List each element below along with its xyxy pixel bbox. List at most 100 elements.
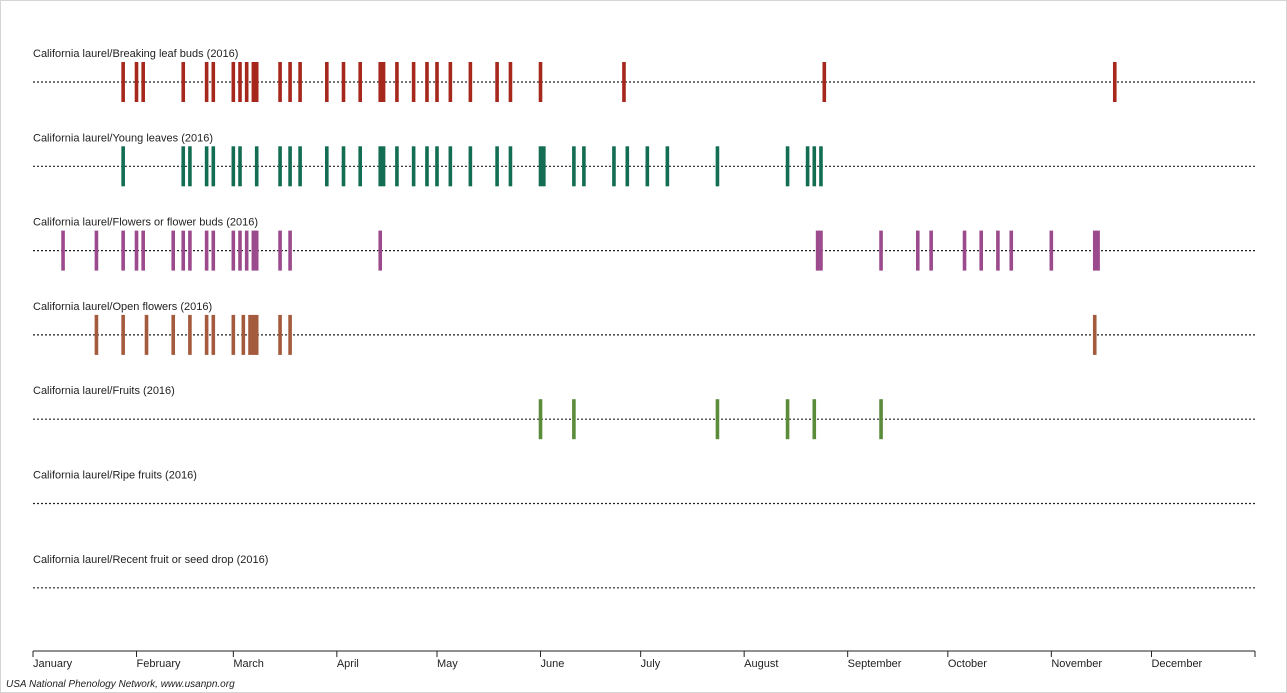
observation-mark[interactable] <box>358 146 362 187</box>
observation-mark[interactable] <box>238 146 242 187</box>
observation-mark[interactable] <box>395 146 399 187</box>
observation-mark[interactable] <box>411 146 416 187</box>
observation-mark[interactable] <box>1112 62 1117 102</box>
observation-mark[interactable] <box>435 146 439 187</box>
observation-mark[interactable] <box>378 62 383 102</box>
observation-mark[interactable] <box>288 146 292 187</box>
observation-mark[interactable] <box>121 146 125 187</box>
observation-mark[interactable] <box>582 146 586 187</box>
observation-mark[interactable] <box>141 230 145 271</box>
observation-mark[interactable] <box>244 62 249 102</box>
observation-mark[interactable] <box>144 314 149 355</box>
observation-mark[interactable] <box>1009 230 1014 271</box>
observation-mark[interactable] <box>134 62 139 102</box>
observation-mark[interactable] <box>822 62 827 102</box>
observation-mark[interactable] <box>231 62 236 102</box>
observation-mark[interactable] <box>572 146 576 187</box>
observation-mark[interactable] <box>815 230 820 271</box>
observation-mark[interactable] <box>288 314 292 355</box>
observation-mark[interactable] <box>188 146 192 187</box>
observation-mark[interactable] <box>508 146 513 187</box>
observation-mark[interactable] <box>538 399 543 440</box>
observation-mark[interactable] <box>251 62 256 102</box>
observation-mark[interactable] <box>378 146 383 187</box>
observation-mark[interactable] <box>121 62 125 102</box>
observation-mark[interactable] <box>538 62 543 102</box>
observation-mark[interactable] <box>134 230 139 271</box>
observation-mark[interactable] <box>411 62 416 102</box>
observation-mark[interactable] <box>448 146 453 187</box>
observation-mark[interactable] <box>94 230 99 271</box>
observation-mark[interactable] <box>278 314 282 355</box>
observation-mark[interactable] <box>1092 314 1097 355</box>
observation-mark[interactable] <box>1096 230 1100 271</box>
observation-mark[interactable] <box>278 146 282 187</box>
observation-mark[interactable] <box>358 62 362 102</box>
observation-mark[interactable] <box>141 62 145 102</box>
observation-mark[interactable] <box>325 146 329 187</box>
observation-mark[interactable] <box>254 62 259 102</box>
observation-mark[interactable] <box>495 62 499 102</box>
observation-mark[interactable] <box>251 314 256 355</box>
observation-mark[interactable] <box>612 146 616 187</box>
observation-mark[interactable] <box>238 62 242 102</box>
observation-mark[interactable] <box>381 62 386 102</box>
observation-mark[interactable] <box>812 146 817 187</box>
observation-mark[interactable] <box>278 62 282 102</box>
observation-mark[interactable] <box>812 399 817 440</box>
observation-mark[interactable] <box>121 230 125 271</box>
observation-mark[interactable] <box>572 399 576 440</box>
observation-mark[interactable] <box>211 314 216 355</box>
observation-mark[interactable] <box>94 314 99 355</box>
observation-mark[interactable] <box>962 230 967 271</box>
observation-mark[interactable] <box>435 62 439 102</box>
observation-mark[interactable] <box>188 230 192 271</box>
observation-mark[interactable] <box>879 230 883 271</box>
observation-mark[interactable] <box>341 146 346 187</box>
observation-mark[interactable] <box>171 230 176 271</box>
observation-mark[interactable] <box>425 62 429 102</box>
observation-mark[interactable] <box>288 62 292 102</box>
observation-mark[interactable] <box>468 146 473 187</box>
observation-mark[interactable] <box>508 62 513 102</box>
observation-mark[interactable] <box>495 146 499 187</box>
observation-mark[interactable] <box>244 230 249 271</box>
observation-mark[interactable] <box>298 62 302 102</box>
observation-mark[interactable] <box>665 146 670 187</box>
observation-mark[interactable] <box>996 230 1000 271</box>
observation-mark[interactable] <box>231 146 236 187</box>
observation-mark[interactable] <box>241 314 246 355</box>
observation-mark[interactable] <box>805 146 810 187</box>
observation-mark[interactable] <box>341 62 346 102</box>
observation-mark[interactable] <box>468 62 473 102</box>
observation-mark[interactable] <box>171 314 176 355</box>
observation-mark[interactable] <box>248 314 252 355</box>
observation-mark[interactable] <box>61 230 65 271</box>
observation-mark[interactable] <box>231 314 236 355</box>
observation-mark[interactable] <box>879 399 883 440</box>
observation-mark[interactable] <box>188 314 192 355</box>
observation-mark[interactable] <box>448 62 453 102</box>
observation-mark[interactable] <box>785 146 790 187</box>
observation-mark[interactable] <box>204 146 209 187</box>
observation-mark[interactable] <box>254 230 259 271</box>
observation-mark[interactable] <box>715 146 720 187</box>
observation-mark[interactable] <box>121 314 125 355</box>
observation-mark[interactable] <box>378 230 383 271</box>
observation-mark[interactable] <box>542 146 546 187</box>
observation-mark[interactable] <box>211 62 216 102</box>
observation-mark[interactable] <box>181 62 186 102</box>
observation-mark[interactable] <box>204 230 209 271</box>
observation-mark[interactable] <box>625 146 630 187</box>
observation-mark[interactable] <box>254 146 259 187</box>
observation-mark[interactable] <box>622 62 626 102</box>
observation-mark[interactable] <box>211 230 216 271</box>
observation-mark[interactable] <box>298 146 302 187</box>
observation-mark[interactable] <box>1049 230 1054 271</box>
observation-mark[interactable] <box>381 146 386 187</box>
observation-mark[interactable] <box>645 146 650 187</box>
observation-mark[interactable] <box>715 399 720 440</box>
observation-mark[interactable] <box>915 230 920 271</box>
observation-mark[interactable] <box>278 230 282 271</box>
observation-mark[interactable] <box>819 230 823 271</box>
